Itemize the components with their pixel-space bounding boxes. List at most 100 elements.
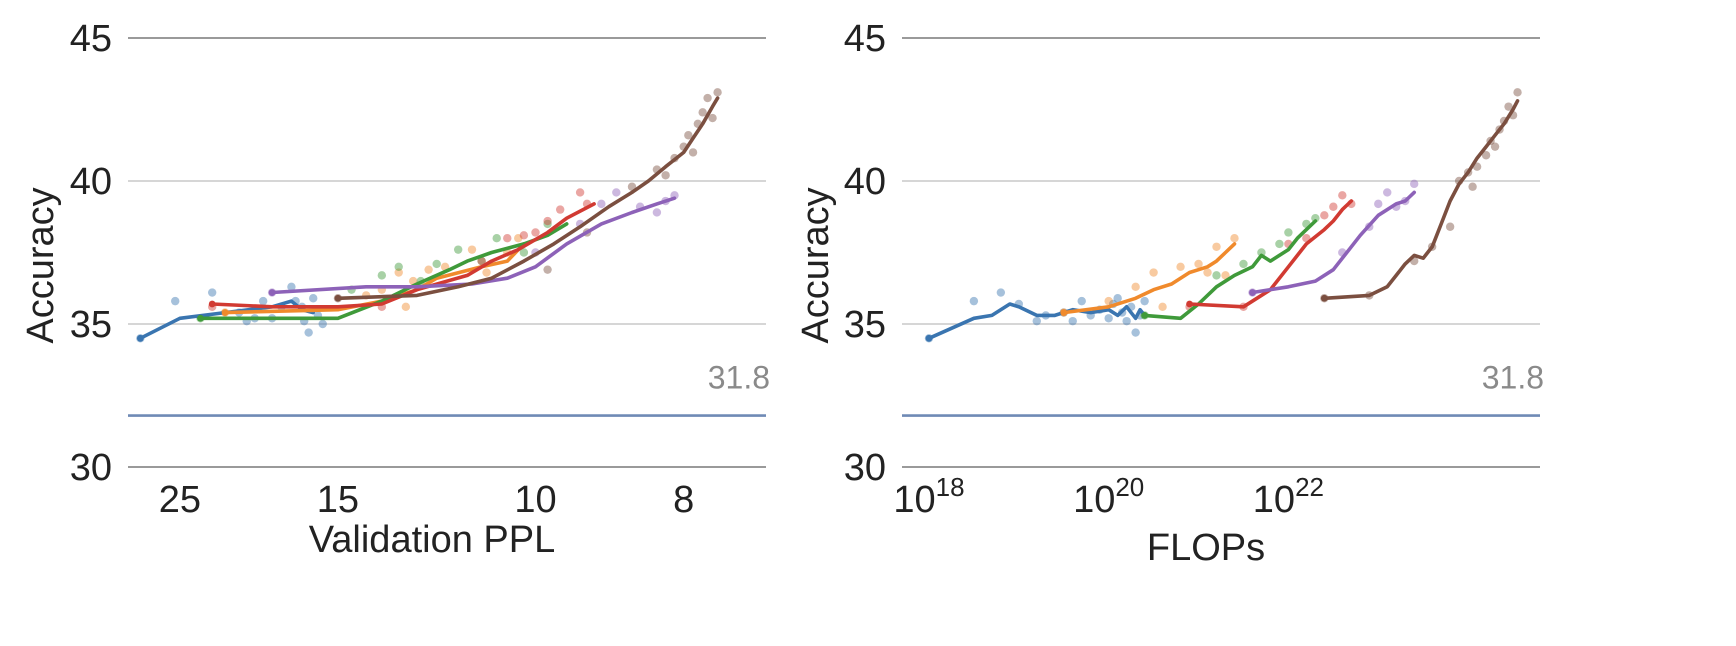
data-point (1221, 271, 1230, 280)
data-point (543, 219, 552, 229)
series-3 (1185, 191, 1356, 312)
series-start-point (197, 314, 204, 322)
data-point (1445, 222, 1455, 231)
data-point (1158, 302, 1167, 312)
series-4 (267, 188, 679, 297)
y-tick-label: 40 (70, 161, 112, 203)
data-point (1490, 142, 1500, 151)
data-point (996, 288, 1006, 297)
data-point (1504, 102, 1513, 111)
data-point (612, 188, 621, 197)
series-line-1 (1061, 242, 1237, 315)
data-point (1122, 316, 1131, 326)
data-point (1230, 234, 1239, 243)
y-tick-label: 45 (70, 18, 112, 60)
data-point (1203, 268, 1212, 277)
series-start-point (268, 289, 276, 296)
x-tick-label: 8 (673, 479, 694, 521)
data-point (1212, 271, 1221, 280)
y-axis-label: Accuracy (795, 187, 837, 343)
panel-validation-ppl: 30 35 40 45 31.8 25 15 10 8 Validation PPL Accurac… (20, 18, 770, 561)
data-point (708, 113, 717, 123)
data-point (432, 259, 441, 269)
data-point (318, 319, 327, 329)
series-line-4 (1250, 190, 1416, 295)
data-point (401, 302, 411, 312)
baseline-label: 31.8 (1482, 360, 1544, 396)
data-point (713, 88, 722, 97)
data-point (1383, 188, 1392, 197)
data-point (531, 228, 540, 237)
data-point (1239, 259, 1248, 269)
data-point (1275, 239, 1284, 249)
data-point (1104, 314, 1113, 323)
series-start-point (1320, 294, 1328, 302)
data-point (652, 208, 662, 217)
y-tick-label: 45 (844, 18, 886, 60)
data-point (304, 328, 313, 337)
data-point (1032, 316, 1041, 326)
data-point (1131, 282, 1140, 292)
data-point (543, 216, 552, 226)
y-tick-label: 35 (844, 304, 886, 346)
data-point (503, 234, 512, 243)
x-tick-label: 15 (317, 479, 359, 521)
y-tick-label: 40 (844, 161, 886, 203)
data-point (1113, 294, 1122, 303)
data-point (1104, 296, 1113, 306)
data-point (698, 108, 707, 117)
baseline-label: 31.8 (708, 360, 770, 396)
x-tick-label: 25 (159, 479, 201, 521)
series-start-point (1060, 309, 1068, 316)
data-point (543, 265, 552, 274)
series-start-point (1249, 289, 1256, 296)
data-point (688, 148, 698, 157)
data-point (1131, 328, 1140, 337)
data-point (1077, 296, 1086, 306)
data-point (1212, 242, 1221, 251)
data-point (519, 248, 529, 257)
data-point (258, 296, 268, 306)
panel-flops: 30 35 40 45 31.8 1018 1020 1022 FLOPs Accuracy (795, 18, 1544, 569)
series-line-4 (270, 196, 677, 295)
data-point (1374, 199, 1383, 209)
data-point (661, 171, 670, 180)
y-tick-label: 30 (844, 447, 886, 489)
data-point (287, 282, 296, 292)
data-point (309, 294, 318, 303)
series-start-point (208, 300, 216, 308)
series-line-5 (1322, 99, 1520, 301)
data-point (1468, 182, 1477, 191)
y-tick-label: 30 (70, 447, 112, 489)
data-point (1257, 248, 1266, 257)
series-start-point (334, 294, 342, 302)
data-point (1338, 191, 1347, 200)
data-point (1149, 268, 1158, 277)
data-point (482, 268, 491, 277)
x-axis-label: FLOPs (1147, 527, 1265, 569)
data-point (377, 271, 387, 280)
y-axis-label: Accuracy (20, 187, 62, 343)
series-start-point (221, 309, 229, 316)
data-point (597, 199, 606, 209)
series-line-5 (336, 96, 720, 301)
series-start-point (136, 334, 144, 342)
data-point (394, 262, 403, 271)
data-point (453, 245, 463, 254)
data-point (1320, 211, 1329, 220)
data-point (394, 268, 403, 277)
series-5 (1320, 88, 1522, 303)
data-point (703, 93, 712, 103)
data-point (575, 188, 585, 197)
data-point (477, 256, 486, 266)
data-point (1284, 228, 1293, 237)
series-start-point (1141, 312, 1149, 319)
series-line-1 (223, 242, 526, 315)
data-point (492, 234, 501, 243)
data-point (1481, 151, 1491, 160)
data-point (519, 231, 529, 240)
x-tick-label: 10 (514, 479, 556, 521)
data-point (477, 256, 486, 266)
series-start-point (925, 334, 933, 342)
